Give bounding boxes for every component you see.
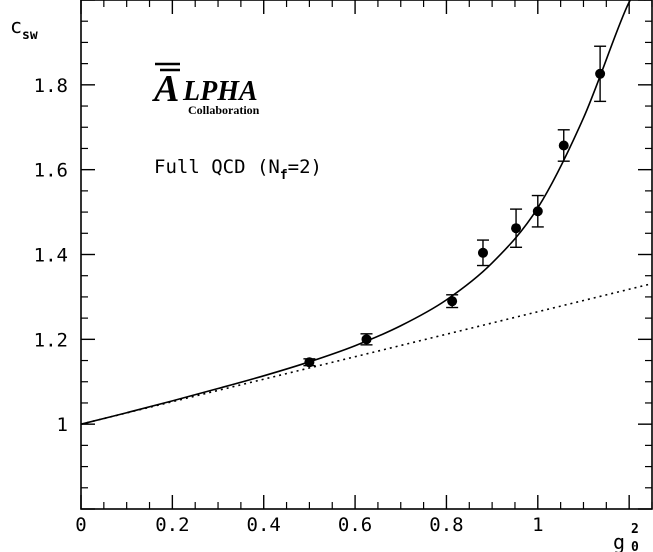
data-point [361, 334, 372, 345]
data-point [447, 296, 458, 307]
x-tick-label: 1 [532, 514, 543, 536]
x-tick-label: 0.8 [429, 514, 463, 536]
x-tick-label: 0.2 [155, 514, 189, 536]
tick-labels: 0 0.2 0.4 0.6 0.8 1 1 1.2 1.4 1.6 1.8 [34, 75, 544, 536]
qcd-label: Full QCD (Nf=2) [154, 156, 322, 183]
logo-text: LPHA [182, 76, 258, 107]
y-tick-label: 1.8 [34, 75, 68, 97]
data-point [511, 223, 522, 234]
x-tick-label: 0.4 [247, 514, 281, 536]
x-tick-label: 0.6 [338, 514, 372, 536]
logo-subtitle: Collaboration [188, 103, 260, 117]
axis-ticks [80, 0, 653, 510]
y-tick-label: 1 [57, 414, 68, 436]
data-points [303, 45, 607, 368]
x-axis-label: g [613, 530, 625, 552]
data-point [558, 140, 569, 151]
y-tick-label: 1.4 [34, 245, 68, 267]
x-axis-label-sup: 2 [631, 522, 639, 537]
data-point [304, 357, 315, 368]
fit-curve [80, 0, 646, 425]
data-point [532, 206, 543, 217]
alpha-logo: A LPHA Collaboration [152, 62, 260, 117]
x-axis-label-sub: 0 [631, 540, 639, 552]
y-tick-label: 1.6 [34, 160, 68, 182]
y-tick-label: 1.2 [34, 329, 68, 351]
logo-letter-a: A [152, 68, 179, 110]
data-point [595, 68, 606, 79]
dotted-line [80, 282, 653, 425]
data-point [477, 247, 488, 258]
y-axis-label: csw [10, 14, 38, 43]
x-tick-label: 0 [75, 514, 86, 536]
